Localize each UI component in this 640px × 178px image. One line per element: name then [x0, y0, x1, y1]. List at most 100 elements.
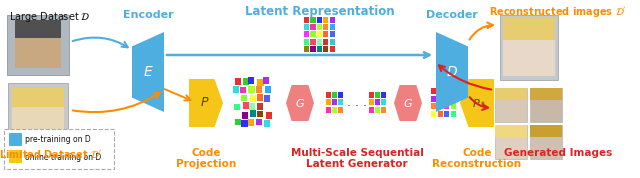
Bar: [257, 103, 263, 110]
Bar: [444, 111, 449, 117]
FancyBboxPatch shape: [9, 150, 22, 163]
FancyBboxPatch shape: [530, 125, 562, 159]
Text: Generated Images: Generated Images: [504, 148, 612, 158]
Text: online training on D: online training on D: [25, 153, 101, 161]
Polygon shape: [189, 79, 223, 127]
Bar: [375, 107, 380, 113]
FancyBboxPatch shape: [7, 15, 69, 75]
Bar: [323, 24, 328, 30]
Text: Code: Code: [462, 148, 492, 158]
Bar: [256, 86, 262, 93]
Bar: [257, 94, 263, 101]
Bar: [438, 96, 443, 102]
FancyBboxPatch shape: [15, 20, 61, 38]
Bar: [249, 103, 255, 110]
Text: Reconstructed images $\mathcal{D}^{\prime}$: Reconstructed images $\mathcal{D}^{\prim…: [489, 5, 627, 19]
Bar: [330, 17, 335, 23]
Bar: [375, 92, 380, 98]
FancyBboxPatch shape: [495, 125, 527, 137]
Bar: [266, 112, 272, 119]
Text: Limited Dataset $\mathcal{D}^{\prime}$: Limited Dataset $\mathcal{D}^{\prime}$: [0, 148, 101, 160]
FancyBboxPatch shape: [530, 88, 562, 100]
FancyBboxPatch shape: [8, 83, 68, 141]
Bar: [323, 17, 328, 23]
Bar: [243, 102, 249, 109]
Bar: [330, 31, 335, 37]
Bar: [257, 111, 263, 117]
Bar: [317, 31, 322, 37]
Bar: [257, 79, 264, 86]
Bar: [234, 104, 240, 111]
Bar: [431, 88, 436, 94]
Bar: [310, 17, 316, 23]
Bar: [256, 119, 262, 125]
Bar: [310, 24, 316, 30]
FancyBboxPatch shape: [12, 87, 64, 137]
Text: Decoder: Decoder: [426, 10, 478, 20]
Bar: [323, 46, 328, 52]
Bar: [451, 88, 456, 94]
Text: Code: Code: [191, 148, 221, 158]
Text: $G$: $G$: [403, 97, 413, 109]
Bar: [369, 92, 374, 98]
Bar: [369, 107, 374, 113]
Bar: [381, 92, 386, 98]
FancyBboxPatch shape: [503, 18, 555, 40]
Bar: [241, 120, 248, 127]
Bar: [332, 107, 337, 113]
FancyBboxPatch shape: [495, 88, 527, 122]
Bar: [310, 46, 316, 52]
Bar: [243, 78, 249, 85]
Bar: [330, 24, 335, 30]
Bar: [240, 87, 246, 93]
Bar: [317, 17, 322, 23]
FancyBboxPatch shape: [495, 88, 527, 100]
Bar: [330, 46, 335, 52]
Bar: [304, 24, 309, 30]
Bar: [375, 99, 380, 105]
Bar: [242, 112, 248, 119]
Bar: [381, 99, 386, 105]
Bar: [338, 107, 343, 113]
Bar: [326, 107, 331, 113]
FancyBboxPatch shape: [530, 88, 562, 122]
Text: Reconstruction: Reconstruction: [433, 159, 522, 169]
Text: $P_*$: $P_*$: [472, 98, 486, 109]
Polygon shape: [436, 32, 468, 112]
Bar: [233, 86, 239, 93]
Bar: [332, 99, 337, 105]
FancyBboxPatch shape: [500, 15, 558, 80]
FancyBboxPatch shape: [12, 87, 64, 107]
Bar: [338, 99, 343, 105]
Bar: [451, 111, 456, 117]
Bar: [444, 103, 449, 109]
Bar: [323, 31, 328, 37]
Bar: [250, 95, 257, 102]
Bar: [263, 77, 269, 84]
Bar: [304, 39, 309, 44]
Bar: [338, 92, 343, 98]
Bar: [330, 39, 335, 44]
Bar: [248, 119, 254, 126]
Bar: [317, 24, 322, 30]
Polygon shape: [132, 32, 164, 112]
Polygon shape: [286, 85, 314, 121]
Bar: [451, 103, 456, 109]
FancyBboxPatch shape: [503, 18, 555, 76]
Bar: [381, 107, 386, 113]
Bar: [317, 39, 322, 44]
Polygon shape: [394, 85, 422, 121]
Bar: [326, 92, 331, 98]
Bar: [235, 78, 241, 85]
Text: Large Dataset $\mathcal{D}$: Large Dataset $\mathcal{D}$: [9, 10, 91, 24]
Bar: [248, 77, 254, 84]
Text: Encoder: Encoder: [123, 10, 173, 20]
Text: Latent Generator: Latent Generator: [306, 159, 408, 169]
Bar: [304, 31, 309, 37]
Text: $P$: $P$: [200, 96, 209, 109]
Bar: [438, 111, 443, 117]
Text: · · ·: · · ·: [347, 100, 367, 112]
Bar: [444, 88, 449, 94]
Text: Projection: Projection: [176, 159, 236, 169]
Bar: [250, 110, 256, 117]
